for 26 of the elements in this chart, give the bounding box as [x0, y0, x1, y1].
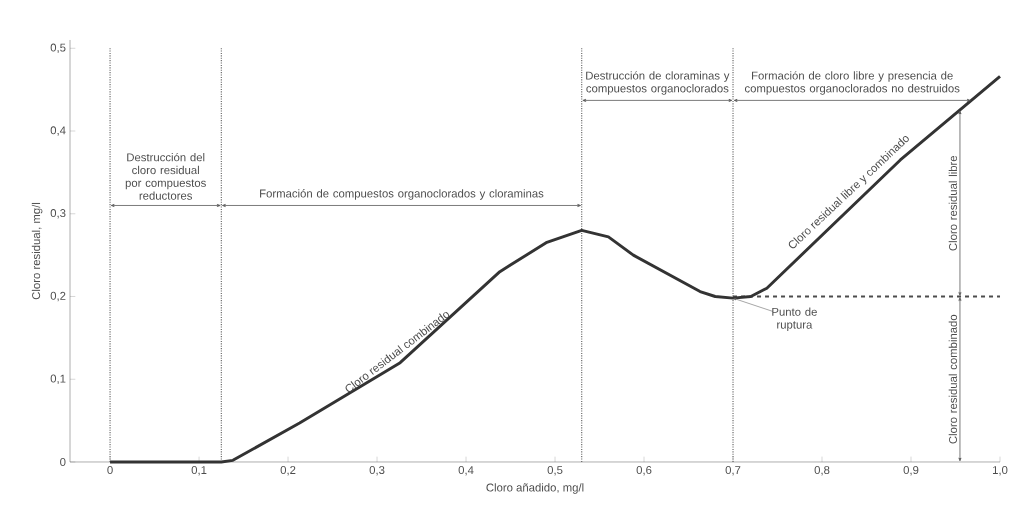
- x-tick-label: 0,9: [903, 466, 919, 476]
- annotation: Punto de ruptura: [772, 307, 817, 331]
- x-tick-label: 0,5: [547, 466, 563, 476]
- x-tick-label: 0,6: [636, 466, 652, 476]
- y-tick-label: 0,5: [50, 43, 66, 53]
- x-axis-title: Cloro añadido, mg/l: [486, 483, 584, 494]
- y-axis-title: Cloro residual, mg/l: [31, 202, 43, 300]
- y-tick-label: 0: [60, 457, 66, 466]
- y-tick-label: 0,3: [50, 209, 66, 219]
- annotation: Destrucción de cloraminas y compuestos organoclorados: [586, 71, 730, 95]
- y-tick-label: 0,4: [50, 126, 66, 136]
- annotation: Destrucción del cloro residual por compuestos reductores: [125, 152, 206, 200]
- x-tick-label: 0,4: [458, 466, 474, 476]
- y-tick-label: 0,2: [50, 291, 66, 302]
- annotation: Formación de cloro libre y presencia de compuestos organoclorados no destruidos: [744, 71, 960, 95]
- y-tick-label: 0,1: [50, 374, 66, 384]
- x-tick-label: 0,8: [814, 466, 830, 476]
- x-tick-label: 0: [107, 466, 113, 475]
- x-tick-label: 0,1: [191, 466, 207, 476]
- x-tick-label: 0,2: [280, 466, 296, 476]
- x-tick-label: 0,3: [369, 466, 385, 476]
- annotation: Formación de compuestos organoclorados y cloraminas: [260, 189, 544, 200]
- x-tick-label: 0,7: [725, 466, 741, 476]
- x-tick-label: 1,0: [992, 466, 1008, 476]
- annotation: Cloro residual combinado: [948, 314, 958, 444]
- annotation: Cloro residual libre: [948, 155, 958, 251]
